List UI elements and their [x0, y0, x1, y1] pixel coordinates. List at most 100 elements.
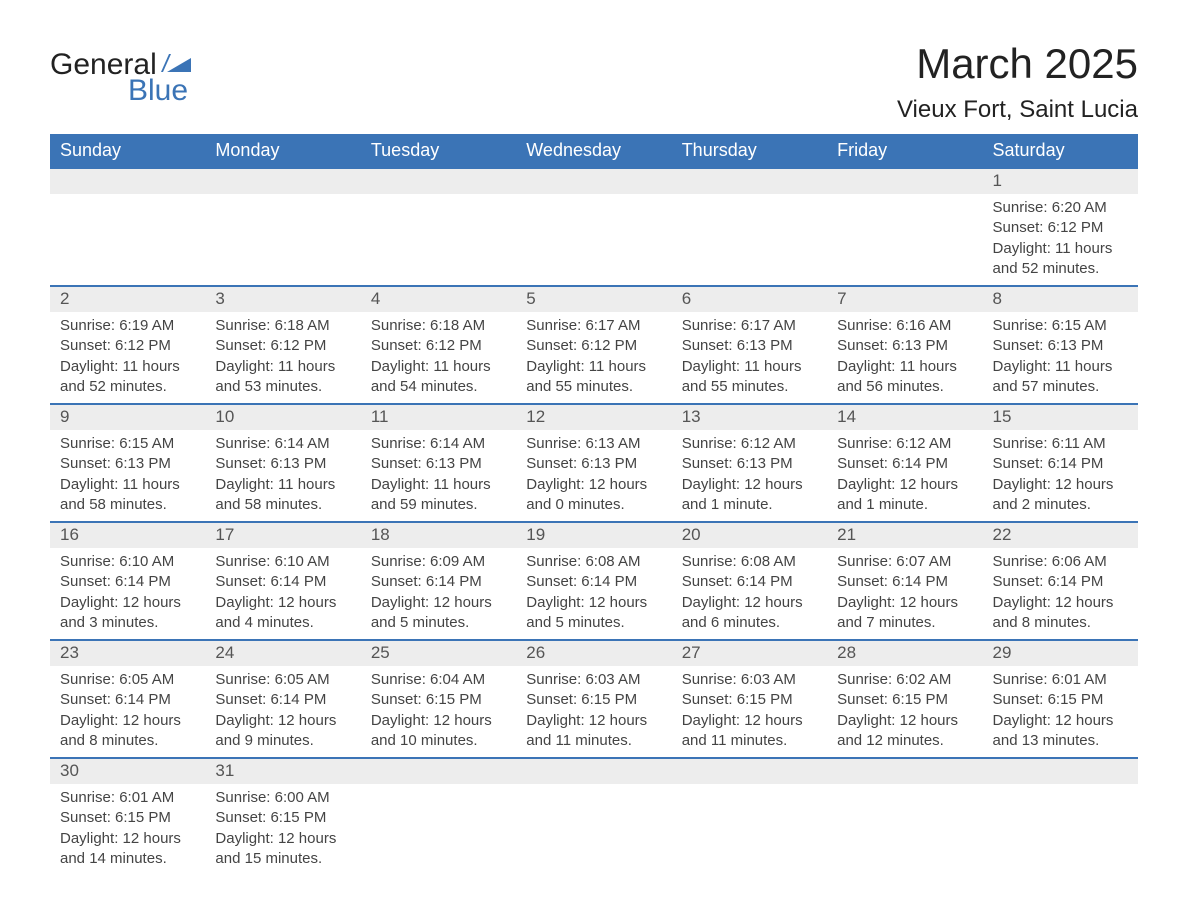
day-detail-cell: Sunrise: 6:14 AMSunset: 6:13 PMDaylight:…	[205, 430, 360, 522]
sunrise-line: Sunrise: 6:17 AM	[526, 316, 661, 336]
sunset-line: Sunset: 6:14 PM	[837, 454, 972, 474]
day-number-cell: 29	[983, 640, 1138, 666]
detail-row: Sunrise: 6:19 AMSunset: 6:12 PMDaylight:…	[50, 312, 1138, 404]
day-detail-cell	[361, 194, 516, 286]
daynum-row: 9101112131415	[50, 404, 1138, 430]
day-number-cell	[361, 168, 516, 194]
detail-row: Sunrise: 6:05 AMSunset: 6:14 PM Daylight:…	[50, 666, 1138, 758]
day-detail-cell: Sunrise: 6:15 AMSunset: 6:13 PMDaylight:…	[983, 312, 1138, 404]
day-detail-cell	[205, 194, 360, 286]
daylight-line: Daylight: 11 hours and 55 minutes.	[526, 357, 661, 398]
sunrise-line: Sunrise: 6:10 AM	[215, 552, 350, 572]
day-detail-cell: Sunrise: 6:03 AMSunset: 6:15 PMDaylight:…	[672, 666, 827, 758]
sunrise-line: Sunrise: 6:05 AM	[60, 670, 195, 690]
day-detail-cell	[361, 784, 516, 875]
sunrise-line: Sunrise: 6:07 AM	[837, 552, 972, 572]
daylight-line: Daylight: 12 hours and 1 minute.	[682, 475, 817, 516]
daylight-line: Daylight: 12 hours and 0 minutes.	[526, 475, 661, 516]
sunset-line: Sunset: 6:13 PM	[526, 454, 661, 474]
sunset-line: Sunset: 6:15 PM	[682, 690, 817, 710]
day-detail-cell: Sunrise: 6:09 AMSunset: 6:14 PMDaylight:…	[361, 548, 516, 640]
day-number-cell: 10	[205, 404, 360, 430]
daylight-line: Daylight: 12 hours and 5 minutes.	[371, 593, 506, 634]
day-number-cell: 4	[361, 286, 516, 312]
sunset-line: Sunset: 6:15 PM	[60, 808, 195, 828]
day-number-cell: 22	[983, 522, 1138, 548]
calendar-table: Sunday Monday Tuesday Wednesday Thursday…	[50, 134, 1138, 875]
day-number-cell	[205, 168, 360, 194]
day-detail-cell	[672, 784, 827, 875]
sunrise-line: Sunrise: 6:18 AM	[215, 316, 350, 336]
day-detail-cell: Sunrise: 6:00 AMSunset: 6:15 PMDaylight:…	[205, 784, 360, 875]
daylight-line: Daylight: 12 hours and 7 minutes.	[837, 593, 972, 634]
sunset-line: Sunset: 6:15 PM	[993, 690, 1128, 710]
day-detail-cell: Sunrise: 6:02 AMSunset: 6:15 PMDaylight:…	[827, 666, 982, 758]
sunrise-line: Sunrise: 6:08 AM	[682, 552, 817, 572]
day-detail-cell: Sunrise: 6:13 AMSunset: 6:13 PMDaylight:…	[516, 430, 671, 522]
calendar-location: Vieux Fort, Saint Lucia	[897, 96, 1138, 124]
day-number-cell: 19	[516, 522, 671, 548]
daylight-line: Daylight: 12 hours and 12 minutes.	[837, 711, 972, 752]
sunset-line: Sunset: 6:14 PM	[60, 690, 195, 710]
sunrise-line: Sunrise: 6:15 AM	[993, 316, 1128, 336]
sunrise-line: Sunrise: 6:11 AM	[993, 434, 1128, 454]
sunrise-line: Sunrise: 6:20 AM	[993, 198, 1128, 218]
daynum-row: 3031	[50, 758, 1138, 784]
sunrise-line: Sunrise: 6:09 AM	[371, 552, 506, 572]
sunset-line: Sunset: 6:14 PM	[371, 572, 506, 592]
sunset-line: Sunset: 6:13 PM	[682, 454, 817, 474]
sunrise-line: Sunrise: 6:14 AM	[215, 434, 350, 454]
day-number-cell: 9	[50, 404, 205, 430]
sunrise-line: Sunrise: 6:19 AM	[60, 316, 195, 336]
day-number-cell: 13	[672, 404, 827, 430]
day-number-cell: 7	[827, 286, 982, 312]
weekday-header: Friday	[827, 134, 982, 168]
day-detail-cell: Sunrise: 6:01 AMSunset: 6:15 PMDaylight:…	[983, 666, 1138, 758]
sunrise-line: Sunrise: 6:08 AM	[526, 552, 661, 572]
day-number-cell: 27	[672, 640, 827, 666]
detail-row: Sunrise: 6:20 AMSunset: 6:12 PMDaylight:…	[50, 194, 1138, 286]
sunset-line: Sunset: 6:14 PM	[682, 572, 817, 592]
day-detail-cell: Sunrise: 6:07 AMSunset: 6:14 PMDaylight:…	[827, 548, 982, 640]
sunrise-line: Sunrise: 6:12 AM	[682, 434, 817, 454]
day-detail-cell: Sunrise: 6:18 AMSunset: 6:12 PMDaylight:…	[205, 312, 360, 404]
day-number-cell: 30	[50, 758, 205, 784]
sunset-line: Sunset: 6:14 PM	[993, 454, 1128, 474]
daynum-row: 16171819202122	[50, 522, 1138, 548]
daylight-line: Daylight: 12 hours and 11 minutes.	[682, 711, 817, 752]
sunset-line: Sunset: 6:14 PM	[993, 572, 1128, 592]
day-number-cell: 26	[516, 640, 671, 666]
weekday-header: Monday	[205, 134, 360, 168]
day-detail-cell: Sunrise: 6:01 AMSunset: 6:15 PMDaylight:…	[50, 784, 205, 875]
sunset-line: Sunset: 6:14 PM	[215, 572, 350, 592]
sunset-line: Sunset: 6:14 PM	[60, 572, 195, 592]
day-detail-cell: Sunrise: 6:05 AMSunset: 6:14 PMDaylight:…	[50, 666, 205, 758]
daylight-line: Daylight: 12 hours and 10 minutes.	[371, 711, 506, 752]
daylight-line: Daylight: 12 hours and 1 minute.	[837, 475, 972, 516]
sunset-line: Sunset: 6:13 PM	[371, 454, 506, 474]
sunset-line: Sunset: 6:12 PM	[215, 336, 350, 356]
day-detail-cell: Sunrise: 6:17 AMSunset: 6:13 PMDaylight:…	[672, 312, 827, 404]
daylight-line: Daylight: 11 hours and 54 minutes.	[371, 357, 506, 398]
daylight-line: Daylight: 11 hours and 59 minutes.	[371, 475, 506, 516]
sunrise-line: Sunrise: 6:14 AM	[371, 434, 506, 454]
weekday-header: Tuesday	[361, 134, 516, 168]
day-number-cell	[983, 758, 1138, 784]
weekday-header-row: Sunday Monday Tuesday Wednesday Thursday…	[50, 134, 1138, 168]
day-detail-cell: Sunrise: 6:17 AMSunset: 6:12 PMDaylight:…	[516, 312, 671, 404]
sunset-line: Sunset: 6:13 PM	[682, 336, 817, 356]
daylight-line: Daylight: 11 hours and 56 minutes.	[837, 357, 972, 398]
day-detail-cell: Sunrise: 6:10 AMSunset: 6:14 PMDaylight:…	[50, 548, 205, 640]
sunset-line: Sunset: 6:15 PM	[837, 690, 972, 710]
day-detail-cell: Sunrise: 6:19 AMSunset: 6:12 PMDaylight:…	[50, 312, 205, 404]
sunrise-line: Sunrise: 6:03 AM	[682, 670, 817, 690]
day-detail-cell: Sunrise: 6:12 AMSunset: 6:14 PMDaylight:…	[827, 430, 982, 522]
daylight-line: Daylight: 11 hours and 58 minutes.	[215, 475, 350, 516]
sunset-line: Sunset: 6:12 PM	[371, 336, 506, 356]
daylight-line: Daylight: 11 hours and 57 minutes.	[993, 357, 1128, 398]
day-number-cell: 25	[361, 640, 516, 666]
sunset-line: Sunset: 6:13 PM	[60, 454, 195, 474]
day-number-cell: 20	[672, 522, 827, 548]
sunrise-line: Sunrise: 6:12 AM	[837, 434, 972, 454]
sunrise-line: Sunrise: 6:16 AM	[837, 316, 972, 336]
